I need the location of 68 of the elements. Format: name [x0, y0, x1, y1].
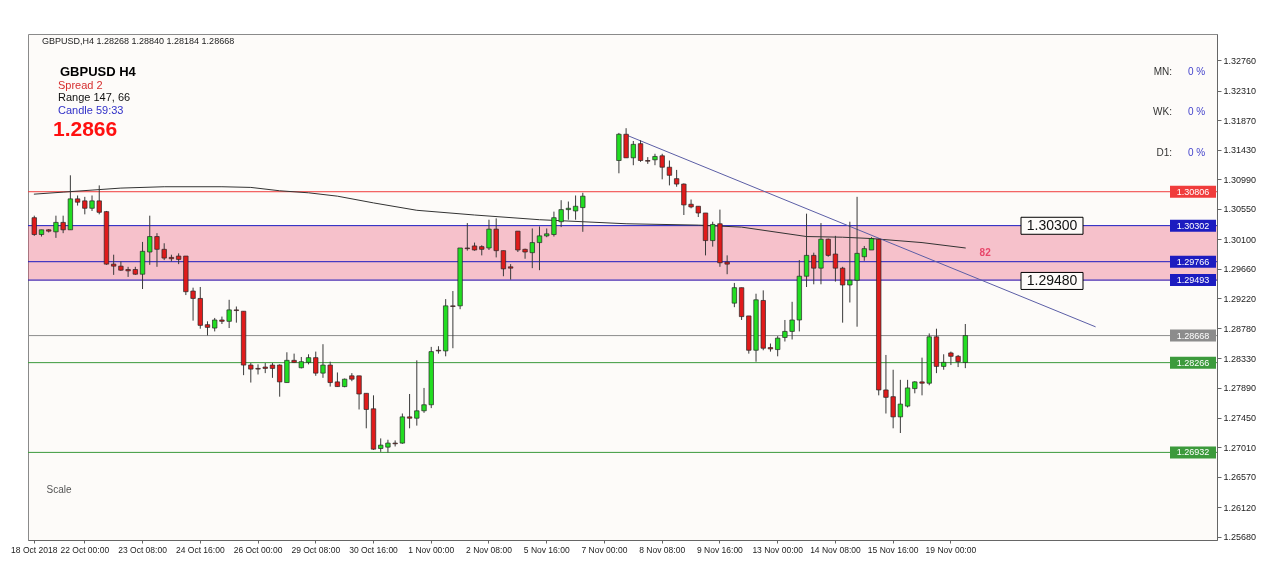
y-tick-label: 1.29220 — [1223, 293, 1257, 304]
candlestick — [666, 160, 672, 186]
candlestick — [500, 250, 506, 277]
y-tick-label: 1.29660 — [1223, 264, 1257, 275]
ref-line-label: 1.29493 — [1176, 275, 1210, 286]
y-tick-label: 1.30990 — [1223, 174, 1257, 185]
annotation: Candle 59:33 — [58, 104, 124, 116]
candlestick — [407, 393, 413, 429]
annotation: 1.29480 — [1026, 271, 1078, 288]
x-tick-label: 9 Nov 16:00 — [697, 544, 744, 555]
y-tick-label: 1.32310 — [1223, 86, 1257, 97]
candlestick — [905, 379, 911, 408]
ref-line-label: 1.30806 — [1176, 186, 1210, 197]
x-tick-label: 22 Oct 00:00 — [60, 544, 110, 555]
x-tick-label: 1 Nov 00:00 — [408, 544, 455, 555]
band-label: 82 — [979, 247, 992, 259]
annotation: GBPUSD H4 — [60, 64, 137, 79]
candlestick — [31, 215, 37, 237]
y-tick-label: 1.31870 — [1223, 115, 1257, 126]
y-tick-label: 1.26120 — [1223, 502, 1257, 513]
x-tick-label: 29 Oct 08:00 — [291, 544, 341, 555]
x-tick-label: 23 Oct 08:00 — [118, 544, 168, 555]
annotation: MN: — [1153, 66, 1172, 77]
ref-line-label: 1.29766 — [1176, 256, 1210, 267]
x-tick-label: 7 Nov 00:00 — [581, 544, 628, 555]
x-tick-label: 14 Nov 08:00 — [810, 544, 861, 555]
y-tick-label: 1.30550 — [1223, 204, 1257, 215]
y-tick-label: 1.27010 — [1223, 442, 1257, 453]
y-tick-label: 1.28780 — [1223, 323, 1257, 334]
candlestick — [637, 139, 644, 163]
x-tick-label: 2 Nov 08:00 — [466, 544, 513, 555]
x-tick-label: 15 Nov 16:00 — [867, 544, 919, 555]
ref-line-label: 1.28668 — [1176, 330, 1210, 341]
y-tick-label: 1.30100 — [1223, 234, 1257, 245]
x-tick-label: 30 Oct 16:00 — [349, 544, 399, 555]
annotation: WK: — [1153, 106, 1172, 117]
x-tick-label: 5 Nov 16:00 — [523, 544, 570, 555]
candlestick — [731, 282, 737, 308]
y-tick-label: 1.28330 — [1223, 353, 1257, 364]
y-tick-label: 1.26570 — [1223, 472, 1257, 483]
ref-line-label: 1.30302 — [1176, 220, 1210, 231]
x-tick-label: 13 Nov 00:00 — [752, 544, 804, 555]
x-tick-label: 8 Nov 08:00 — [639, 544, 686, 555]
ref-line-label: 1.26932 — [1176, 447, 1210, 458]
annotation: 0 % — [1188, 66, 1206, 77]
annotation: 1.30300 — [1026, 216, 1078, 233]
annotation: Scale — [46, 484, 72, 495]
x-tick-label: 19 Nov 00:00 — [925, 544, 977, 555]
annotation: 0 % — [1188, 106, 1206, 117]
y-tick-label: 1.32760 — [1223, 55, 1257, 66]
candlestick — [139, 241, 146, 290]
x-tick-label: 24 Oct 16:00 — [175, 544, 225, 555]
ref-line-label: 1.28266 — [1176, 357, 1210, 368]
annotation: Spread 2 — [58, 79, 103, 91]
chart-title: GBPUSD,H4 1.28268 1.28840 1.28184 1.28668 — [42, 36, 235, 46]
y-tick-label: 1.27890 — [1223, 383, 1257, 394]
annotation: D1: — [1156, 147, 1172, 158]
annotation: Range 147, 66 — [58, 91, 131, 103]
annotation: 1.2866 — [53, 117, 118, 140]
y-tick-label: 1.25680 — [1223, 532, 1257, 543]
y-tick-label: 1.31430 — [1223, 145, 1257, 156]
x-tick-label: 18 Oct 2018 — [11, 544, 58, 555]
x-tick-label: 26 Oct 00:00 — [233, 544, 283, 555]
candlestick — [536, 225, 543, 271]
y-tick-label: 1.27450 — [1223, 413, 1257, 424]
candlestick — [580, 192, 586, 233]
candlestick — [573, 194, 579, 221]
annotation: 0 % — [1188, 147, 1206, 158]
